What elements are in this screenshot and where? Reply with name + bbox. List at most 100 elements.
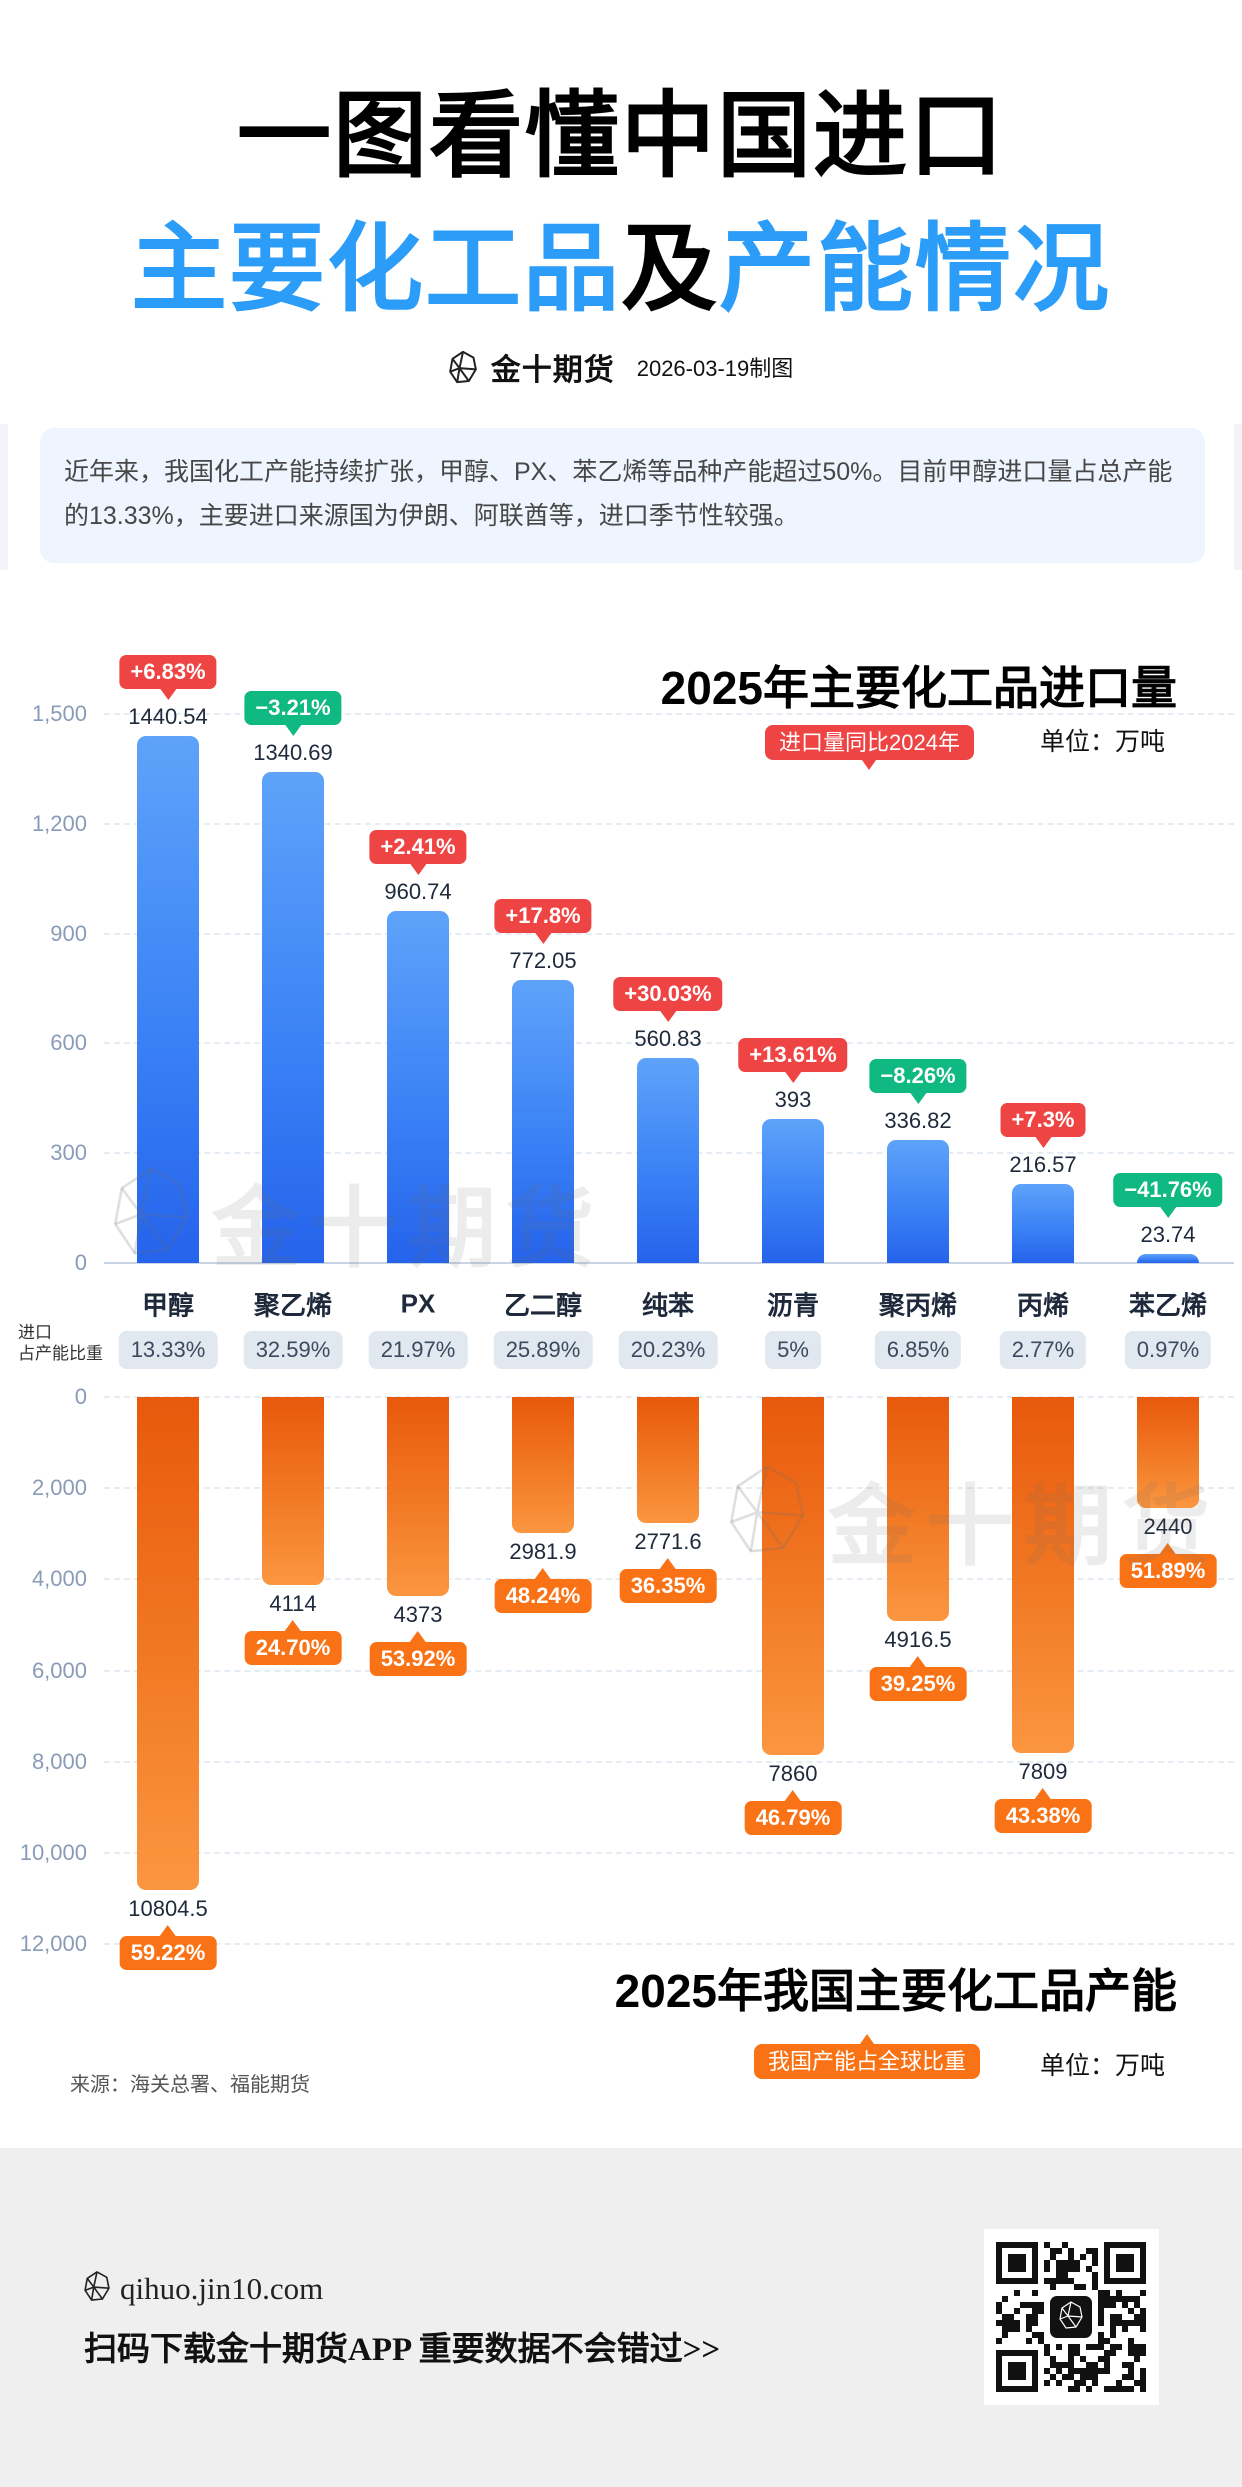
capacity-value-label: 2981.9 [509,1538,577,1564]
import-ytick-label: 1,200 [31,810,87,836]
capacity-bar [1012,1397,1074,1753]
capacity-chart-title: 2025年我国主要化工品产能 [614,1965,1177,2017]
brand-row: 金十期货 2026-03-19制图 [0,346,1242,388]
import-bar [387,911,449,1263]
yoy-change-badge: +6.83% [119,654,217,700]
import-ytick-label: 1,500 [31,701,87,726]
yoy-legend-badge: 进口量同比2024年 [765,725,974,770]
global-share-badge: 24.70% [244,1619,342,1665]
capacity-ytick-label: 0 [74,1384,87,1409]
jin10-logo-icon [84,2270,110,2307]
import-ratio-label-line1: 进口 [18,1323,52,1342]
capacity-value-label: 10804.5 [128,1895,208,1921]
import-bar [137,735,199,1263]
import-ratio-label-line2: 占产能比重 [18,1344,103,1363]
right-edge-strip [1234,424,1242,570]
import-ratio-pill: 20.23% [618,1331,718,1369]
capacity-value-label: 4373 [393,1602,443,1628]
import-ratio-pill: 21.97% [368,1331,468,1369]
yoy-change-badge: +30.03% [613,976,723,1022]
import-value-label: 960.74 [384,879,452,905]
import-value-label: 1340.69 [253,740,333,766]
website-link[interactable]: qihuo.jin10.com [120,2270,324,2306]
import-ratio-row-label: 进口 占产能比重 [18,1322,103,1364]
capacity-bar [512,1397,574,1533]
category-label: 甲醇 [141,1290,195,1321]
import-ratio-pill: 32.59% [243,1331,343,1369]
global-share-badge: 51.89% [1119,1543,1217,1589]
import-value-label: 1440.54 [128,703,208,729]
import-value-label: 560.83 [634,1025,702,1051]
category-label: 苯乙烯 [1128,1290,1208,1321]
yoy-change-badge: +2.41% [369,830,467,876]
capacity-gridline [104,1851,1234,1854]
yoy-change-badge: +13.61% [738,1038,848,1084]
import-x-axis [104,1262,1234,1264]
category-label: 丙烯 [1016,1290,1070,1321]
import-bar [262,772,324,1263]
global-share-badge: 48.24% [494,1567,592,1613]
footer-url-row: qihuo.jin10.com [84,2270,323,2307]
capacity-gridline [104,1760,1234,1763]
capacity-bar [262,1397,324,1585]
category-label: 纯苯 [641,1290,695,1321]
import-bar [512,980,574,1263]
brand-name: 金十期货 [490,354,615,387]
capacity-ytick-label: 8,000 [31,1748,87,1774]
category-label: 沥青 [766,1290,820,1321]
page-title-line1: 一图看懂中国进口 [236,83,1005,188]
title-connector: 及 [621,216,719,323]
left-edge-strip [0,424,8,570]
capacity-bar [1137,1397,1199,1509]
import-ytick-label: 600 [50,1030,87,1056]
page-title-line2: 主要化工品及产能情况 [0,216,1242,324]
global-share-badge: 36.35% [619,1558,717,1604]
import-value-label: 216.57 [1009,1151,1077,1177]
global-share-badge: 53.92% [369,1631,467,1677]
yoy-change-badge: −3.21% [244,691,342,737]
global-share-badge: 46.79% [744,1790,842,1836]
import-bar [1012,1183,1074,1263]
capacity-bar [387,1397,449,1597]
qr-code [984,2229,1159,2405]
capacity-bar [637,1397,699,1524]
capacity-ytick-label: 4,000 [31,1566,87,1592]
import-gridline [104,822,1234,825]
import-ytick-label: 900 [50,920,87,946]
title-accent-part2: 产能情况 [719,216,1111,323]
import-chart-title: 2025年主要化工品进口量 [660,662,1177,714]
capacity-value-label: 7860 [768,1761,818,1787]
title-accent-part1: 主要化工品 [131,216,621,323]
import-ytick-label: 0 [74,1250,87,1275]
yoy-change-badge: −41.76% [1113,1173,1223,1219]
capacity-value-label: 4916.5 [884,1627,952,1653]
import-bar [1137,1254,1199,1263]
yoy-change-badge: +7.3% [1000,1102,1086,1148]
intro-box: 近年来，我国化工产能持续扩张，甲醇、PX、苯乙烯等品种产能超过50%。目前甲醇进… [40,428,1205,563]
category-label: 聚乙烯 [253,1290,333,1321]
import-ratio-pill: 0.97% [1124,1331,1212,1369]
capacity-bar [137,1397,199,1890]
global-share-badge: 59.22% [119,1924,217,1970]
import-unit-label: 单位：万吨 [1040,728,1166,756]
import-ratio-pill: 13.33% [118,1331,218,1369]
import-ratio-pill: 2.77% [999,1331,1087,1369]
capacity-ytick-label: 12,000 [19,1931,87,1956]
capacity-gridline [104,1669,1234,1672]
import-bar [637,1057,699,1263]
yoy-change-badge: −8.26% [869,1058,967,1104]
date-label: 2026-03-19制图 [636,356,794,381]
import-gridline [104,713,1234,715]
capacity-bar [887,1397,949,1622]
import-bar [887,1139,949,1263]
yoy-change-badge: +17.8% [494,899,592,945]
import-ratio-pill: 5% [765,1331,821,1369]
capacity-value-label: 7809 [1018,1758,1068,1784]
category-label: 聚丙烯 [878,1290,958,1321]
import-ratio-pill: 6.85% [874,1331,962,1369]
import-gridline [104,1042,1234,1045]
import-value-label: 393 [774,1087,812,1113]
qr-code-pattern [996,2242,1146,2392]
category-label: 乙二醇 [503,1290,583,1321]
